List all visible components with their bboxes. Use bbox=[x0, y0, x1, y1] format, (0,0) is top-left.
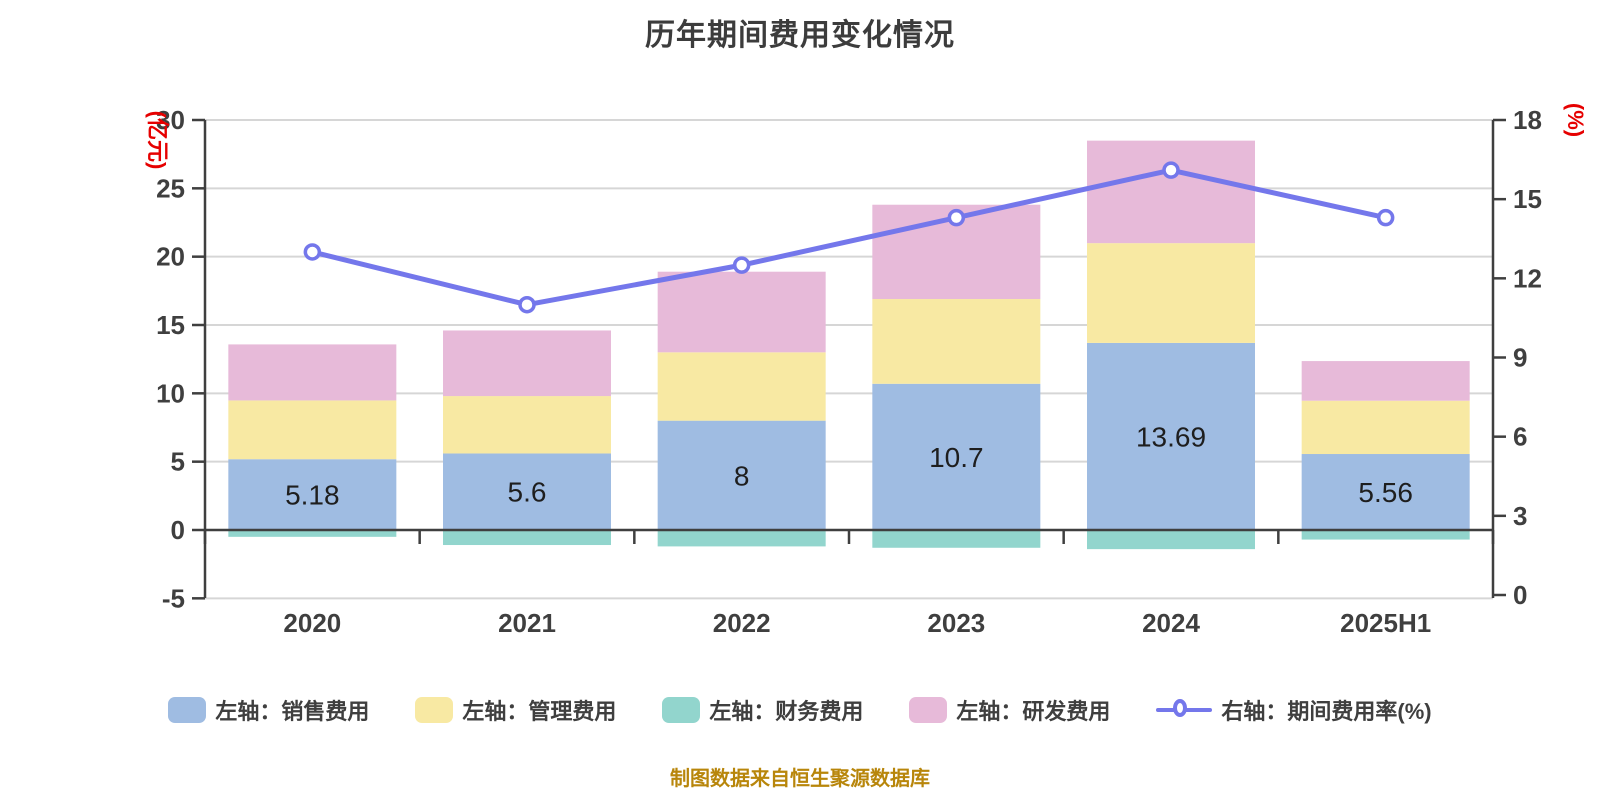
rate-line-point bbox=[518, 295, 536, 314]
bar-segment-sales bbox=[443, 453, 611, 530]
bar-segment-rd bbox=[657, 271, 826, 353]
legend-item-0[interactable]: 左轴：销售费用 bbox=[168, 694, 369, 726]
left-axis-tick-label: 30 bbox=[156, 105, 185, 135]
bar-value-label: 10.7 bbox=[929, 442, 984, 473]
legend-item-label: 左轴：销售费用 bbox=[215, 699, 370, 724]
legend-item-label: 左轴：研发费用 bbox=[956, 699, 1111, 724]
x-axis-category-label: 2023 bbox=[927, 608, 985, 638]
bar-segment-admin bbox=[657, 352, 826, 421]
rate-line-point bbox=[947, 208, 966, 227]
data-source-note: 制图数据来自恒生聚源数据库 bbox=[670, 768, 930, 790]
right-axis-tick-label: 6 bbox=[1513, 422, 1527, 452]
bar-segment-finance bbox=[657, 530, 826, 547]
right-axis-tick-label: 15 bbox=[1513, 184, 1542, 214]
left-axis-tick-label: 10 bbox=[156, 378, 185, 408]
bar-value-label: 5.6 bbox=[508, 477, 547, 508]
right-axis-unit-label: (%) bbox=[1563, 103, 1588, 137]
bar-segment-rd bbox=[443, 330, 611, 397]
legend-item-2[interactable]: 左轴：财务费用 bbox=[662, 694, 863, 726]
rate-line-point bbox=[303, 243, 322, 261]
bar-segment-sales bbox=[228, 459, 397, 530]
right-axis-tick-label: 9 bbox=[1513, 343, 1527, 373]
left-axis-tick-label: 0 bbox=[171, 515, 185, 545]
bar-segment-finance bbox=[228, 530, 397, 537]
bar-segment-finance bbox=[1301, 530, 1470, 540]
left-axis-tick-label: 20 bbox=[156, 242, 185, 272]
rate-line bbox=[309, 167, 1389, 308]
bar-segment-finance bbox=[443, 530, 611, 546]
bar-segment-finance bbox=[1087, 530, 1255, 550]
right-axis-tick-label: 18 bbox=[1513, 105, 1542, 135]
x-axis-category-label: 2022 bbox=[713, 608, 771, 638]
left-axis-tick-label: 25 bbox=[156, 173, 185, 203]
bar-segment-rd bbox=[1087, 140, 1255, 244]
bar-segment-admin bbox=[443, 396, 611, 454]
legend-swatch-icon bbox=[662, 697, 701, 723]
rate-line-point bbox=[732, 256, 751, 274]
line-legend-marker-icon bbox=[1156, 697, 1213, 723]
bar-segment-sales bbox=[1087, 342, 1255, 530]
x-axis-category-label: 2021 bbox=[498, 608, 556, 638]
bar-segment-admin bbox=[1301, 400, 1470, 455]
legend-item-label: 左轴：财务费用 bbox=[709, 699, 864, 724]
legend-swatch-icon bbox=[415, 697, 454, 723]
right-axis-tick-label: 0 bbox=[1513, 580, 1527, 610]
bar-segment-rd bbox=[228, 344, 397, 401]
chart-legend: 左轴：销售费用 左轴：管理费用 左轴：财务费用 左轴：研发费用 右轴：期间费用率(%) bbox=[0, 694, 1600, 726]
bar-value-label: 8 bbox=[734, 460, 750, 491]
bar-segment-admin bbox=[872, 299, 1041, 384]
left-axis-tick-label: -5 bbox=[162, 583, 185, 613]
legend-item-label: 右轴：期间费用率(%) bbox=[1221, 699, 1432, 724]
bar-value-label: 5.56 bbox=[1358, 477, 1413, 508]
bar-segment-finance bbox=[872, 530, 1041, 548]
left-axis-tick-label: 15 bbox=[156, 310, 185, 340]
bar-segment-rd bbox=[1301, 361, 1470, 401]
bar-segment-sales bbox=[1301, 454, 1470, 530]
x-axis-category-label: 2024 bbox=[1142, 608, 1200, 638]
legend-swatch-icon bbox=[909, 697, 948, 723]
bar-segment-admin bbox=[228, 400, 397, 460]
x-axis-category-label: 2020 bbox=[283, 608, 341, 638]
left-axis-unit-label: (亿元) bbox=[145, 111, 170, 170]
legend-item-1[interactable]: 左轴：管理费用 bbox=[415, 694, 616, 726]
bar-segment-sales bbox=[657, 420, 826, 530]
left-axis-tick-label: 5 bbox=[171, 447, 185, 477]
legend-swatch-icon bbox=[168, 697, 207, 723]
legend-item-4[interactable]: 右轴：期间费用率(%) bbox=[1156, 694, 1432, 726]
bar-value-label: 5.18 bbox=[285, 480, 340, 511]
right-axis-tick-label: 3 bbox=[1513, 501, 1527, 531]
rate-line-point bbox=[1376, 208, 1395, 227]
chart-title: 历年期间费用变化情况 bbox=[645, 19, 955, 52]
bar-segment-admin bbox=[1087, 243, 1255, 343]
bar-value-label: 13.69 bbox=[1136, 421, 1206, 452]
rate-line-point bbox=[1162, 161, 1180, 179]
legend-item-label: 左轴：管理费用 bbox=[462, 699, 617, 724]
legend-item-3[interactable]: 左轴：研发费用 bbox=[909, 694, 1110, 726]
bar-segment-sales bbox=[872, 383, 1041, 530]
x-axis-category-label: 2025H1 bbox=[1340, 608, 1431, 638]
right-axis-tick-label: 12 bbox=[1513, 263, 1542, 293]
